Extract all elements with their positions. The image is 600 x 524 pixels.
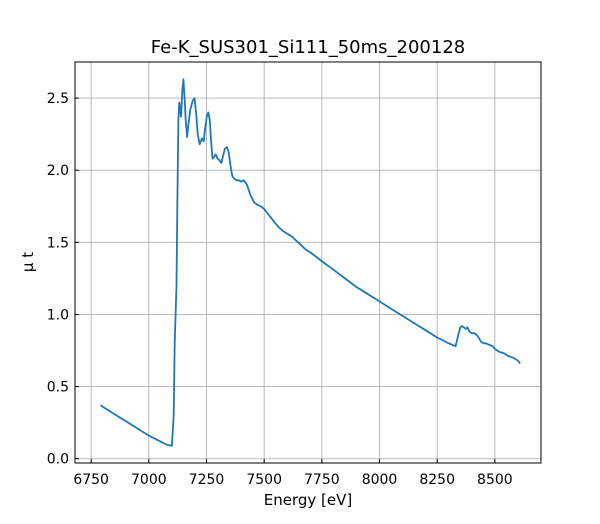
chart-title: Fe-K_SUS301_Si111_50ms_200128 [151, 37, 465, 58]
x-tick-label: 7250 [189, 472, 225, 488]
x-tick-label: 7500 [246, 472, 282, 488]
plot-frame [74, 61, 542, 464]
y-tick-label: 0.5 [47, 380, 69, 396]
x-tick-label: 8250 [419, 472, 455, 488]
y-tick-label: 0.0 [47, 452, 69, 468]
x-tick-label: 8500 [477, 472, 513, 488]
y-tick-label: 2.0 [47, 163, 69, 179]
x-tick-label: 8000 [362, 472, 398, 488]
x-tick-label: 6750 [73, 472, 109, 488]
y-axis-label: μ t [19, 252, 37, 272]
x-tick-label: 7000 [131, 472, 167, 488]
x-tick-label: 7750 [304, 472, 340, 488]
y-tick-label: 2.5 [47, 91, 69, 107]
y-tick-label: 1.5 [47, 235, 69, 251]
grid-layer [75, 62, 541, 463]
tick-layer: 6750 7000 7250 7500 7750 8000 8250 8500 0.0 0.5 1.… [47, 91, 513, 488]
series-line [99, 78, 521, 447]
y-tick-label: 1.0 [47, 307, 69, 323]
x-axis-label: Energy [eV] [264, 491, 352, 509]
series-layer [99, 78, 521, 447]
